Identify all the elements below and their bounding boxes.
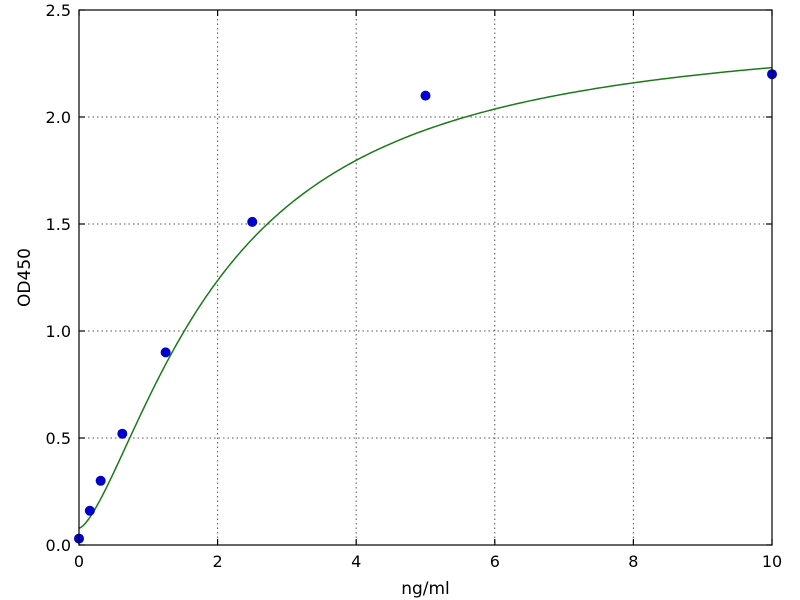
plot-frame: [78, 9, 773, 546]
data-point: [247, 216, 258, 227]
y-tick-label: 0.0: [46, 536, 71, 555]
y-tick-labels: 0.0 0.5 1.0 1.5 2.0 2.5: [46, 1, 71, 555]
y-tick-label: 0.5: [46, 429, 71, 448]
x-tick-label: 8: [628, 552, 638, 571]
y-tick-label: 1.5: [46, 215, 71, 234]
data-point: [95, 475, 106, 486]
y-tick-label: 1.0: [46, 322, 71, 341]
y-axis-label: OD450: [15, 248, 35, 307]
x-tick-label: 10: [762, 552, 782, 571]
fit-curve-line: [78, 66, 773, 529]
x-tick-label: 6: [490, 552, 500, 571]
data-point: [117, 428, 128, 439]
x-tick-labels: 0 2 4 6 8 10: [74, 552, 782, 571]
x-tick-label: 0: [74, 552, 84, 571]
x-axis-label: ng/ml: [401, 579, 450, 599]
data-point: [420, 90, 431, 101]
y-tick-label: 2.5: [46, 1, 71, 20]
grid-lines: [79, 10, 772, 545]
y-tick-label: 2.0: [46, 108, 71, 127]
data-point: [160, 347, 171, 358]
x-tick-label: 2: [213, 552, 223, 571]
data-point: [84, 505, 95, 516]
axis-ticks: [78, 9, 773, 546]
data-points: [74, 69, 777, 544]
x-tick-label: 4: [351, 552, 361, 571]
